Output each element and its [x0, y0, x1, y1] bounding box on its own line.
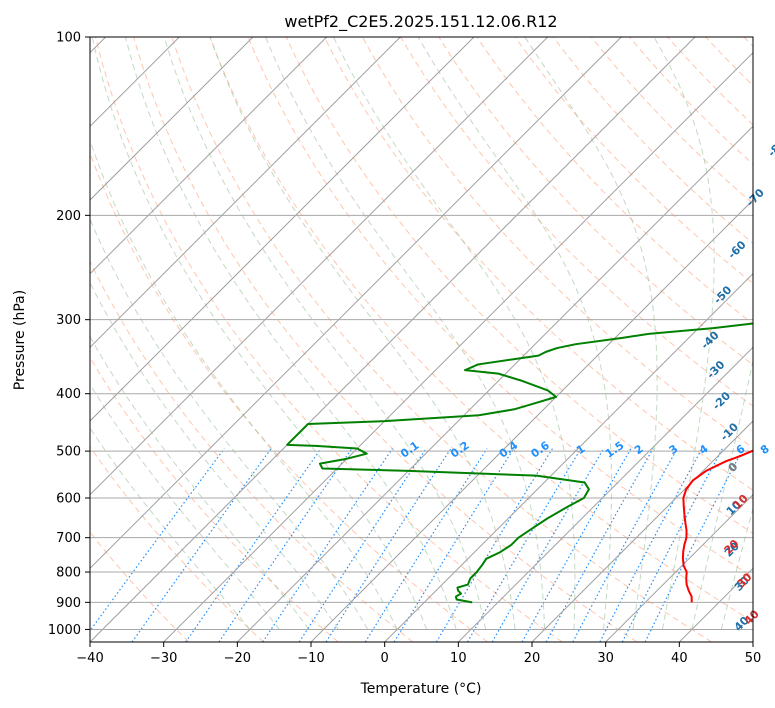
isotherm	[90, 37, 254, 201]
y-tick-label: 600	[56, 492, 81, 507]
y-tick-label: 300	[56, 313, 81, 328]
moist-adiabat	[691, 358, 753, 630]
isotherm	[90, 37, 475, 422]
mixing-ratio-line	[185, 448, 322, 642]
x-tick-label: 0	[381, 651, 389, 666]
dry-adiabat	[323, 37, 753, 491]
isotherm	[457, 346, 753, 642]
isotherm	[90, 37, 328, 275]
moist-adiabat	[90, 383, 280, 630]
dry-adiabat	[514, 37, 753, 285]
x-tick-label: 10	[450, 651, 467, 666]
x-tick-label: 30	[597, 651, 614, 666]
mixing-ratio-line	[218, 448, 353, 642]
y-tick-label: 800	[56, 566, 81, 581]
moist-adiabat	[720, 506, 753, 630]
grid-layer	[90, 37, 753, 642]
mixing-ratio-line	[298, 448, 427, 642]
y-tick-label: 1000	[48, 623, 81, 638]
mixing-ratio-line	[435, 448, 554, 642]
x-tick-label: 40	[671, 651, 688, 666]
mixing-ratio-line	[90, 448, 225, 632]
y-tick-label: 900	[56, 596, 81, 611]
moist-adiabat	[90, 335, 310, 630]
moist-adiabat	[524, 37, 658, 630]
dry-adiabat	[476, 37, 753, 325]
moist-adiabat	[90, 427, 251, 630]
moist-adiabat	[653, 37, 715, 630]
isotherm	[605, 493, 753, 642]
dry-adiabat	[209, 37, 753, 623]
dry-adiabat	[90, 260, 414, 642]
y-tick-label: 400	[56, 387, 81, 402]
y-tick-label: 100	[56, 31, 81, 46]
dry-adiabat	[629, 37, 753, 165]
mixing-ratio-line	[545, 448, 654, 642]
y-tick-label: 200	[56, 209, 81, 224]
isotherm	[531, 420, 753, 642]
moist-adiabat	[90, 218, 369, 630]
dry-adiabat	[90, 445, 264, 642]
x-tick-label: −20	[224, 651, 251, 666]
moist-adiabat	[90, 281, 339, 630]
isotherm	[384, 272, 753, 642]
mixing-ratio-line	[393, 448, 515, 642]
isotherm	[90, 37, 622, 570]
dry-adiabat-label: -80	[765, 136, 775, 159]
moist-adiabat	[90, 138, 398, 630]
x-axis-label: Temperature (°C)	[360, 681, 482, 697]
dewpoint-line	[286, 322, 753, 604]
isotherm	[90, 37, 549, 496]
x-tick-label: −30	[150, 651, 177, 666]
tick-layer: −40 −30 −20 −10 0 10 20 30 40 50 100 200 300 400 500 60…	[48, 31, 761, 667]
isotherm	[236, 125, 753, 642]
x-tick-label: −40	[76, 651, 103, 666]
temperature-line	[681, 449, 753, 603]
moist-adiabat	[91, 37, 428, 630]
moist-adiabat	[124, 37, 457, 630]
y-tick-label: 500	[56, 445, 81, 460]
isotherm	[163, 51, 753, 642]
dry-adiabat	[247, 37, 753, 578]
mixing-ratio-line	[466, 448, 582, 642]
x-tick-label: −10	[297, 651, 324, 666]
dry-adiabat-label: -90	[771, 99, 775, 122]
dry-adiabat	[133, 37, 638, 642]
plot-frame	[89, 36, 754, 643]
mixing-ratio-line	[262, 448, 393, 642]
moist-adiabat	[417, 37, 613, 630]
mixing-ratio-line	[644, 448, 744, 642]
x-tick-label: 50	[745, 651, 762, 666]
series-layer	[286, 322, 753, 604]
y-tick-label: 700	[56, 531, 81, 546]
mixing-ratio-line	[491, 448, 605, 642]
y-axis-label: Pressure (hPa)	[12, 290, 28, 390]
moist-adiabat	[163, 37, 487, 630]
dry-adiabat	[95, 37, 563, 642]
isotherm	[90, 37, 696, 642]
mixing-ratio-line	[521, 448, 632, 642]
chart-title: wetPf2_C2E5.2025.151.12.06.R12	[284, 12, 557, 32]
mixing-ratio-line	[599, 448, 703, 642]
x-tick-label: 20	[524, 651, 541, 666]
dry-adiabat	[400, 37, 753, 407]
moist-adiabat	[209, 37, 516, 630]
isotherm	[90, 37, 401, 349]
mixing-ratio-line	[572, 448, 678, 642]
